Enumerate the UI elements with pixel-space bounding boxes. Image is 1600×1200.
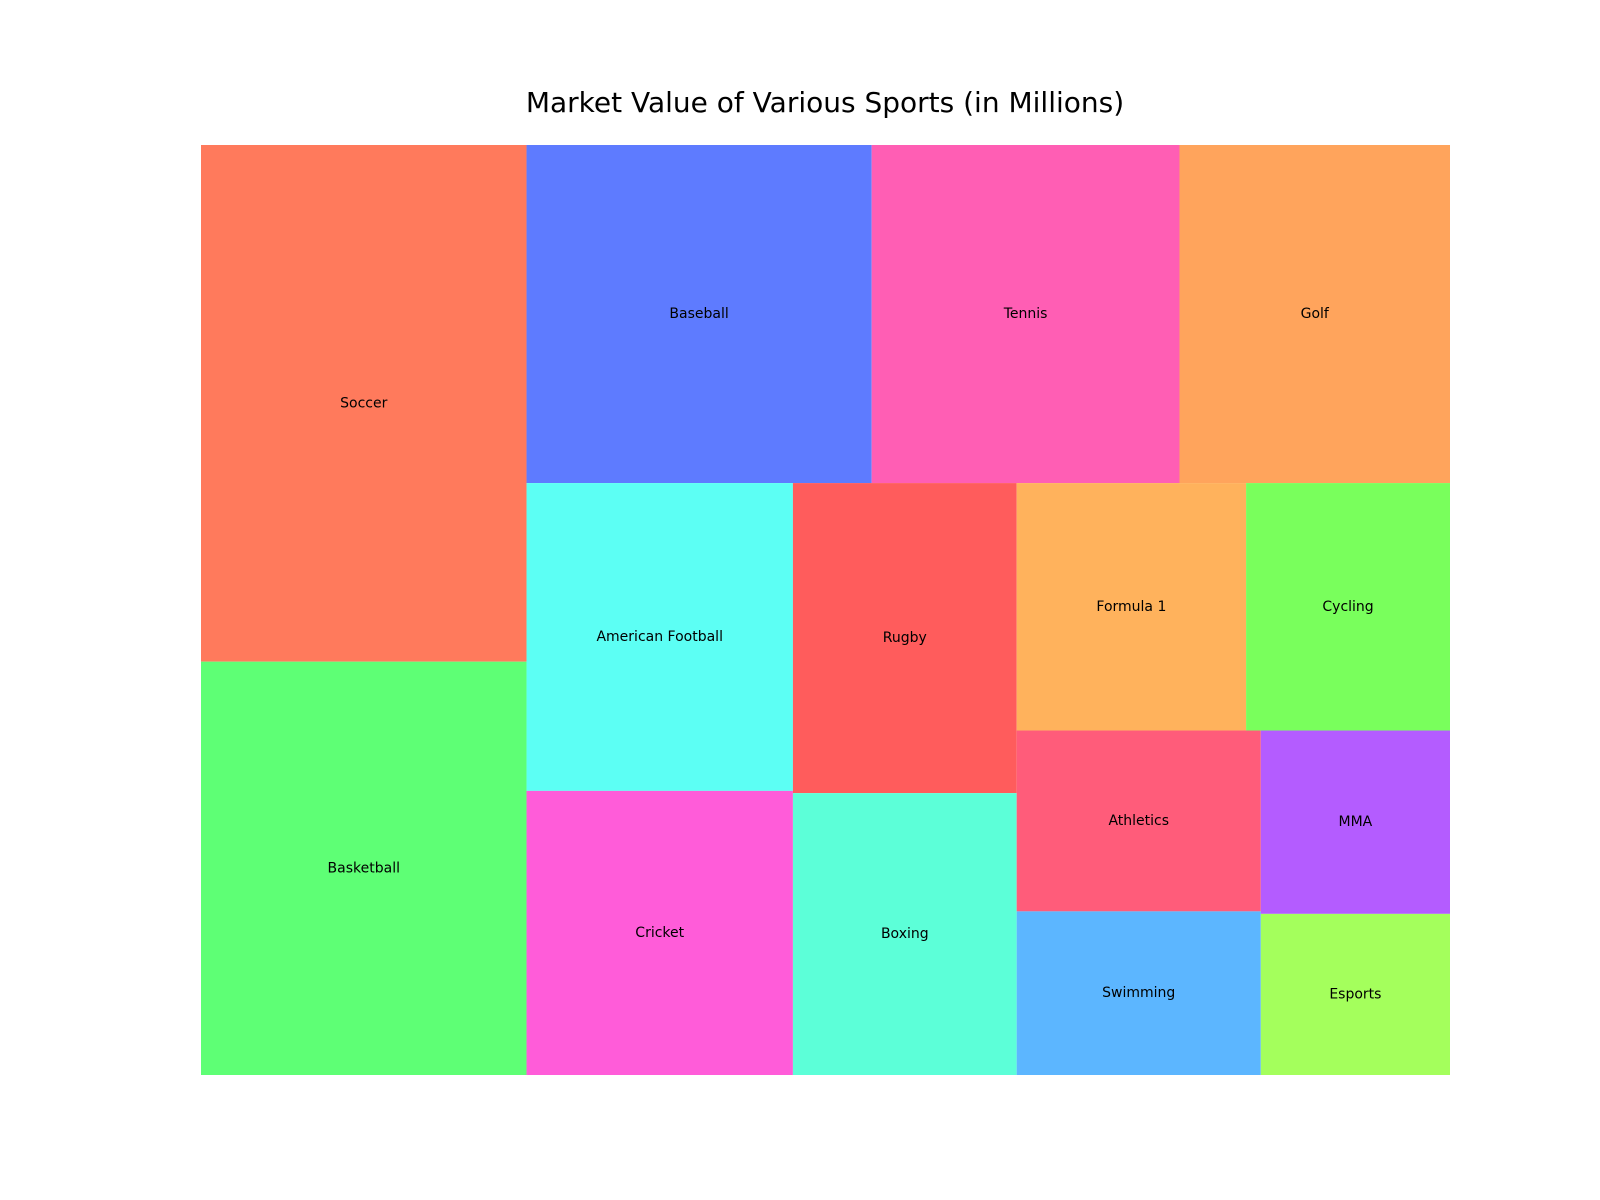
treemap-label-basketball: Basketball [328, 860, 400, 876]
treemap-tile-swimming [1016, 911, 1261, 1075]
treemap-label-cricket: Cricket [635, 925, 684, 941]
chart-title: Market Value of Various Sports (in Milli… [525, 86, 1125, 119]
treemap-tile-rugby [792, 483, 1017, 794]
treemap-label-soccer: Soccer [340, 395, 387, 411]
treemap-label-golf: Golf [1301, 306, 1330, 322]
treemap-tile-tennis [871, 145, 1180, 484]
treemap-tile-mma [1260, 730, 1450, 914]
treemap-label-athletics: Athletics [1108, 813, 1169, 829]
treemap-tile-formula-1 [1016, 483, 1247, 731]
treemap-tile-boxing [792, 793, 1017, 1075]
treemap-label-tennis: Tennis [1003, 306, 1048, 322]
treemap-label-american-football: American Football [596, 629, 723, 645]
treemap-tile-esports [1260, 913, 1450, 1075]
treemap-tile-american-football [526, 483, 793, 791]
treemap-tile-basketball [201, 661, 527, 1075]
treemap-tile-baseball [526, 145, 872, 484]
treemap-label-mma: MMA [1339, 814, 1373, 830]
treemap-label-esports: Esports [1329, 986, 1381, 1002]
treemap-tile-cycling [1246, 483, 1450, 731]
treemap-label-formula-1: Formula 1 [1096, 599, 1166, 615]
treemap-label-boxing: Boxing [881, 926, 929, 942]
treemap-label-swimming: Swimming [1102, 985, 1175, 1001]
treemap-label-baseball: Baseball [669, 306, 728, 322]
treemap-label-rugby: Rugby [883, 630, 927, 646]
treemap-tile-soccer [201, 145, 527, 662]
treemap-tile-athletics [1016, 730, 1261, 912]
treemap-tile-golf [1179, 145, 1450, 484]
treemap-label-cycling: Cycling [1322, 599, 1373, 615]
treemap-tile-cricket [526, 790, 793, 1075]
